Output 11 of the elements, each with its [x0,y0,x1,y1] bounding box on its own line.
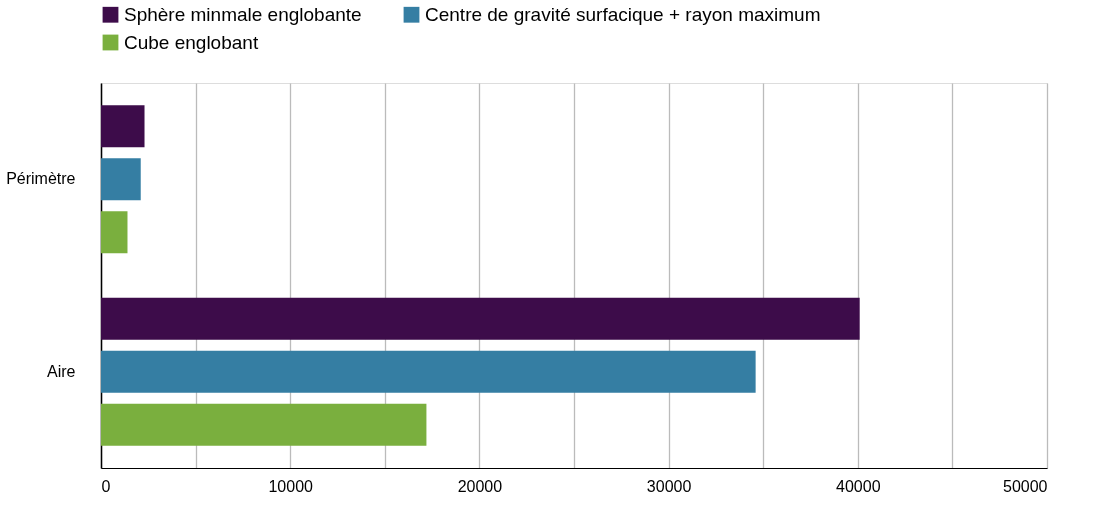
y-tick-label: Aire [47,362,76,380]
x-tick-label: 20000 [457,477,503,495]
legend-label: Sphère minmale englobante [124,3,362,25]
x-tick-label: 40000 [836,477,881,495]
x-tick-label: 10000 [268,477,314,495]
x-tick-label: 30000 [646,477,692,495]
x-tick-label: 50000 [1003,477,1048,495]
legend-label: Cube englobant [124,31,259,53]
x-tick-label: 0 [101,477,111,495]
y-tick-label: Périmètre [6,170,76,188]
legend-label: Centre de gravité surfacique + rayon maximum [425,3,821,25]
